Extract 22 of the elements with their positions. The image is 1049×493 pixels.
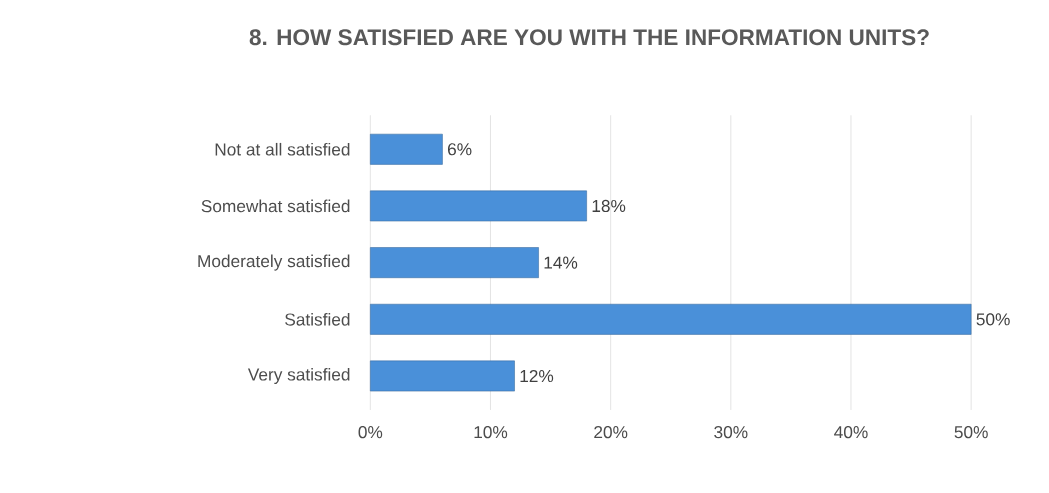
- y-tick-label: Very satisfied: [247, 367, 350, 384]
- x-tick-label: 50%: [954, 425, 988, 439]
- x-tick-label: 30%: [714, 425, 748, 439]
- chart-title: 8. HOW SATISFIED ARE YOU WITH THE INFORMATION UNITS?: [249, 29, 929, 46]
- y-tick-label: Moderately satisfied: [198, 254, 350, 271]
- x-tick-label: 0%: [358, 425, 383, 439]
- bar: [370, 190, 587, 222]
- data-label: 50%: [976, 313, 1010, 326]
- bar: [370, 303, 972, 335]
- x-tick-label: 40%: [834, 425, 868, 439]
- data-label: 12%: [520, 369, 554, 383]
- y-tick-label: Somewhat satisfied: [201, 199, 350, 213]
- y-tick-label: Satisfied: [285, 312, 350, 326]
- data-label: 14%: [544, 256, 578, 269]
- data-label: 18%: [592, 199, 626, 212]
- x-tick-label: 20%: [594, 425, 628, 439]
- data-label: 6%: [447, 143, 472, 156]
- bar: [370, 360, 515, 392]
- x-tick-label: 10%: [474, 425, 508, 439]
- y-tick-label: Not at all satisfied: [215, 142, 350, 156]
- bar: [370, 133, 443, 165]
- bar: [370, 247, 539, 278]
